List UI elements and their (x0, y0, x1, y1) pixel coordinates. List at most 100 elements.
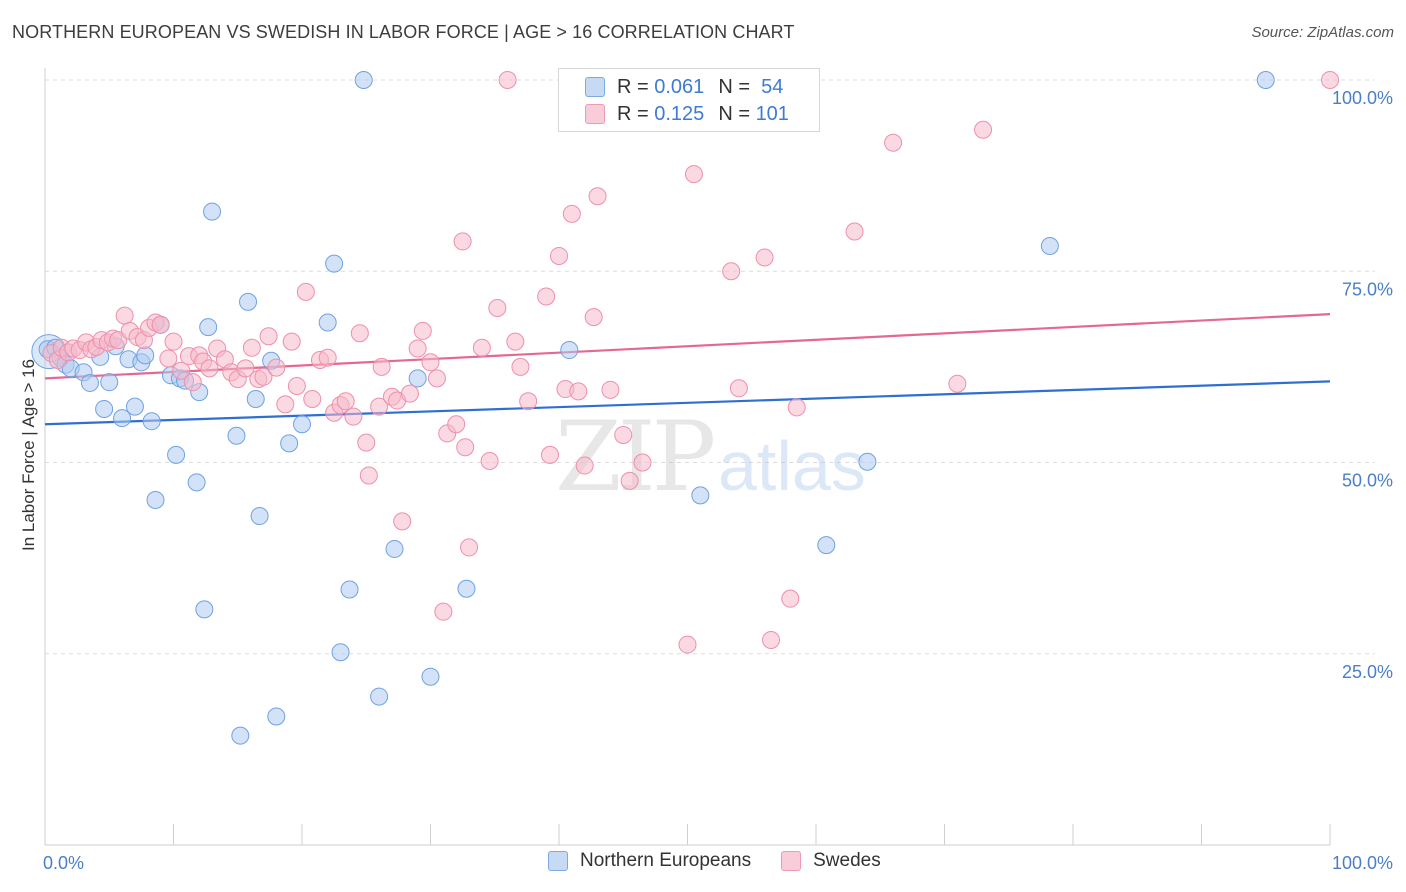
stats-legend: R = 0.061 N = 54 R = 0.125 N = 101 (558, 68, 820, 132)
data-point (167, 445, 186, 464)
data-point (575, 456, 594, 475)
data-point (331, 643, 350, 662)
legend-r-label: R = (617, 102, 649, 125)
data-point (370, 687, 389, 706)
tick-labels: 25.0% 50.0% 75.0% 100.0% 0.0% 100.0% (43, 88, 1393, 873)
data-point (172, 361, 191, 380)
data-point (242, 338, 261, 357)
data-point (588, 187, 607, 206)
data-point (267, 707, 286, 726)
data-point (227, 426, 246, 445)
trend-line (44, 312, 1331, 380)
data-point (318, 348, 337, 367)
data-point (1256, 71, 1275, 89)
data-point (267, 358, 286, 377)
data-point (236, 359, 255, 378)
data-point (755, 248, 774, 267)
data-point (762, 630, 781, 649)
legend-r-value: 0.061 (654, 75, 705, 98)
data-point (562, 204, 581, 223)
data-point (385, 539, 404, 558)
data-point (115, 306, 134, 325)
data-point (413, 321, 432, 340)
data-point (393, 512, 412, 531)
legend-label: Northern Europeans (580, 850, 752, 871)
data-point (537, 287, 556, 306)
y-tick-label: 25.0% (1342, 662, 1393, 682)
legend-r-label: R = (617, 75, 649, 98)
watermark-zip: ZIP (555, 401, 714, 513)
data-point (817, 536, 836, 555)
data-point (195, 600, 214, 619)
data-point (125, 397, 144, 416)
legend-n-value: 101 (755, 102, 789, 125)
data-point (282, 332, 301, 351)
data-point (296, 282, 315, 301)
data-point (584, 308, 603, 327)
data-point (350, 324, 369, 343)
data-point (948, 374, 967, 393)
data-point (498, 71, 517, 89)
watermark-atlas: atlas (718, 427, 866, 505)
data-point (601, 380, 620, 399)
y-tick-label: 100.0% (1332, 88, 1393, 108)
data-point (203, 202, 222, 221)
data-point (187, 473, 206, 492)
data-point (259, 327, 278, 346)
data-point (287, 377, 306, 395)
legend-swatch-pink (781, 851, 802, 871)
data-point (318, 313, 337, 332)
data-point (370, 397, 389, 416)
legend-item-northern-europeans[interactable]: Northern Europeans (548, 850, 751, 872)
data-point (276, 395, 295, 414)
data-point (400, 384, 419, 403)
data-point (200, 359, 219, 378)
y-tick-label: 50.0% (1342, 471, 1393, 491)
data-point (199, 318, 218, 337)
data-point (858, 452, 877, 471)
data-point (359, 466, 378, 485)
data-point (80, 373, 99, 392)
data-point (447, 415, 466, 434)
legend-label: Swedes (813, 850, 881, 871)
data-point (1040, 237, 1059, 256)
data-point (434, 602, 453, 621)
chart-source: Source: ZipAtlas.com (1251, 24, 1394, 41)
trend-line (44, 380, 1331, 426)
y-axis-label: In Labor Force | Age > 16 (19, 359, 38, 551)
x-tick-label: 100.0% (1332, 853, 1393, 873)
data-point (100, 373, 119, 392)
data-point (421, 667, 440, 686)
data-point (488, 298, 507, 317)
series-legend: Northern Europeans Swedes (548, 850, 911, 872)
legend-row-northern-europeans: R = 0.061 N = 54 (585, 74, 783, 100)
data-point (722, 262, 741, 281)
data-point (729, 379, 748, 398)
data-point (781, 589, 800, 608)
data-point (303, 390, 322, 409)
data-point (974, 120, 993, 139)
legend-n-label: N = (718, 102, 750, 125)
data-point (246, 390, 265, 409)
data-point (325, 254, 344, 273)
data-point (560, 341, 579, 360)
data-point (620, 471, 639, 490)
legend-n-label: N = (718, 75, 750, 98)
data-point (354, 71, 373, 89)
data-point (550, 246, 568, 265)
data-point (95, 399, 114, 418)
data-point (151, 315, 170, 334)
data-point (506, 332, 525, 351)
legend-item-swedes[interactable]: Swedes (781, 850, 881, 872)
data-point (254, 367, 273, 386)
data-point (280, 434, 299, 453)
data-point (480, 451, 499, 470)
data-point (408, 369, 427, 388)
y-tick-label: 75.0% (1342, 279, 1393, 299)
data-point (519, 392, 538, 411)
data-point (293, 415, 311, 434)
data-point (456, 438, 475, 457)
data-point (183, 373, 202, 392)
data-point (231, 726, 250, 745)
